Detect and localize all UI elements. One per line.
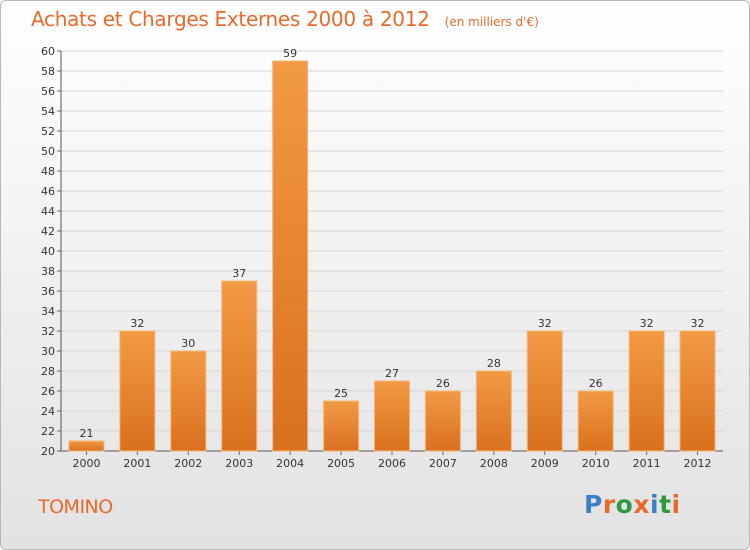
x-tick-label-2009: 2009: [531, 457, 559, 470]
data-label-2009: 32: [538, 317, 552, 330]
logo-letter: t: [659, 490, 672, 519]
y-tick-label: 26: [41, 385, 55, 398]
bar-2006: [374, 380, 410, 452]
y-tick-label: 32: [41, 325, 55, 338]
bar-2009: [526, 330, 563, 452]
bar-2011: [628, 330, 665, 452]
data-labels: 21 32 30 37 59 25 27 26 28 32 26 32 32: [79, 47, 704, 440]
bar-2005: [323, 400, 360, 452]
y-tick-label: 30: [41, 345, 55, 358]
x-tick-label-2000: 2000: [72, 457, 100, 470]
y-tick-label: 22: [41, 425, 55, 438]
logo-letter: P: [584, 490, 603, 519]
data-label-2003: 37: [232, 267, 246, 280]
y-tick-label: 52: [41, 125, 55, 138]
data-label-2010: 26: [589, 377, 603, 390]
y-tick-label: 20: [41, 445, 55, 458]
x-tick-label-2010: 2010: [582, 457, 610, 470]
bar-2000: [68, 440, 105, 452]
y-tick-label: 54: [41, 105, 55, 118]
y-tick-label: 56: [41, 85, 55, 98]
y-tick-label: 36: [41, 285, 55, 298]
bar-2008: [475, 370, 512, 452]
y-tick-label: 46: [41, 185, 55, 198]
y-tick-label: 50: [41, 145, 55, 158]
logo-letter: i: [650, 490, 660, 519]
bars: [68, 60, 716, 452]
commune-name: TOMINO: [38, 496, 113, 518]
y-tick-label: 28: [41, 365, 55, 378]
data-label-2011: 32: [640, 317, 654, 330]
y-tick-label: 40: [41, 245, 55, 258]
y-tick-label: 58: [41, 65, 55, 78]
y-tick-label: 42: [41, 225, 55, 238]
data-label-2001: 32: [130, 317, 144, 330]
x-tick-label-2006: 2006: [378, 457, 406, 470]
x-tick-label-2005: 2005: [327, 457, 355, 470]
x-tick-label-2007: 2007: [429, 457, 457, 470]
y-tick-label: 60: [41, 45, 55, 58]
x-tick-label-2004: 2004: [276, 457, 304, 470]
bar-2010: [577, 390, 614, 452]
y-tick-label: 24: [41, 405, 55, 418]
x-tick-label-2002: 2002: [174, 457, 202, 470]
proxiti-logo: Proxiti: [584, 490, 681, 519]
bar-2012: [679, 330, 716, 452]
logo-letter: x: [633, 490, 650, 519]
chart-title-block: Achats et Charges Externes 2000 à 2012 (…: [31, 7, 539, 31]
x-tick-label-2012: 2012: [684, 457, 712, 470]
data-label-2000: 21: [79, 427, 93, 440]
bar-2003: [221, 280, 258, 452]
logo-letter: i: [671, 490, 681, 519]
chart-subtitle: (en milliers d'€): [444, 15, 539, 29]
bar-2002: [170, 350, 207, 452]
logo-letter: o: [615, 490, 634, 519]
data-label-2008: 28: [487, 357, 501, 370]
data-label-2002: 30: [181, 337, 195, 350]
y-tick-label: 34: [41, 305, 55, 318]
x-tick-label-2008: 2008: [480, 457, 508, 470]
data-label-2012: 32: [691, 317, 705, 330]
data-label-2007: 26: [436, 377, 450, 390]
logo-letter: r: [602, 490, 616, 519]
x-tick-label-2001: 2001: [123, 457, 151, 470]
y-tick-label: 38: [41, 265, 55, 278]
chart-title: Achats et Charges Externes 2000 à 2012: [31, 7, 430, 31]
x-tick-label-2011: 2011: [633, 457, 661, 470]
y-tick-label: 44: [41, 205, 55, 218]
x-tick-label-2003: 2003: [225, 457, 253, 470]
bar-2007: [424, 390, 461, 452]
data-label-2005: 25: [334, 387, 348, 400]
data-label-2006: 27: [385, 367, 399, 380]
bar-2001: [119, 330, 156, 452]
data-label-2004: 59: [283, 47, 297, 60]
bar-2004: [272, 60, 309, 452]
y-tick-label: 48: [41, 165, 55, 178]
